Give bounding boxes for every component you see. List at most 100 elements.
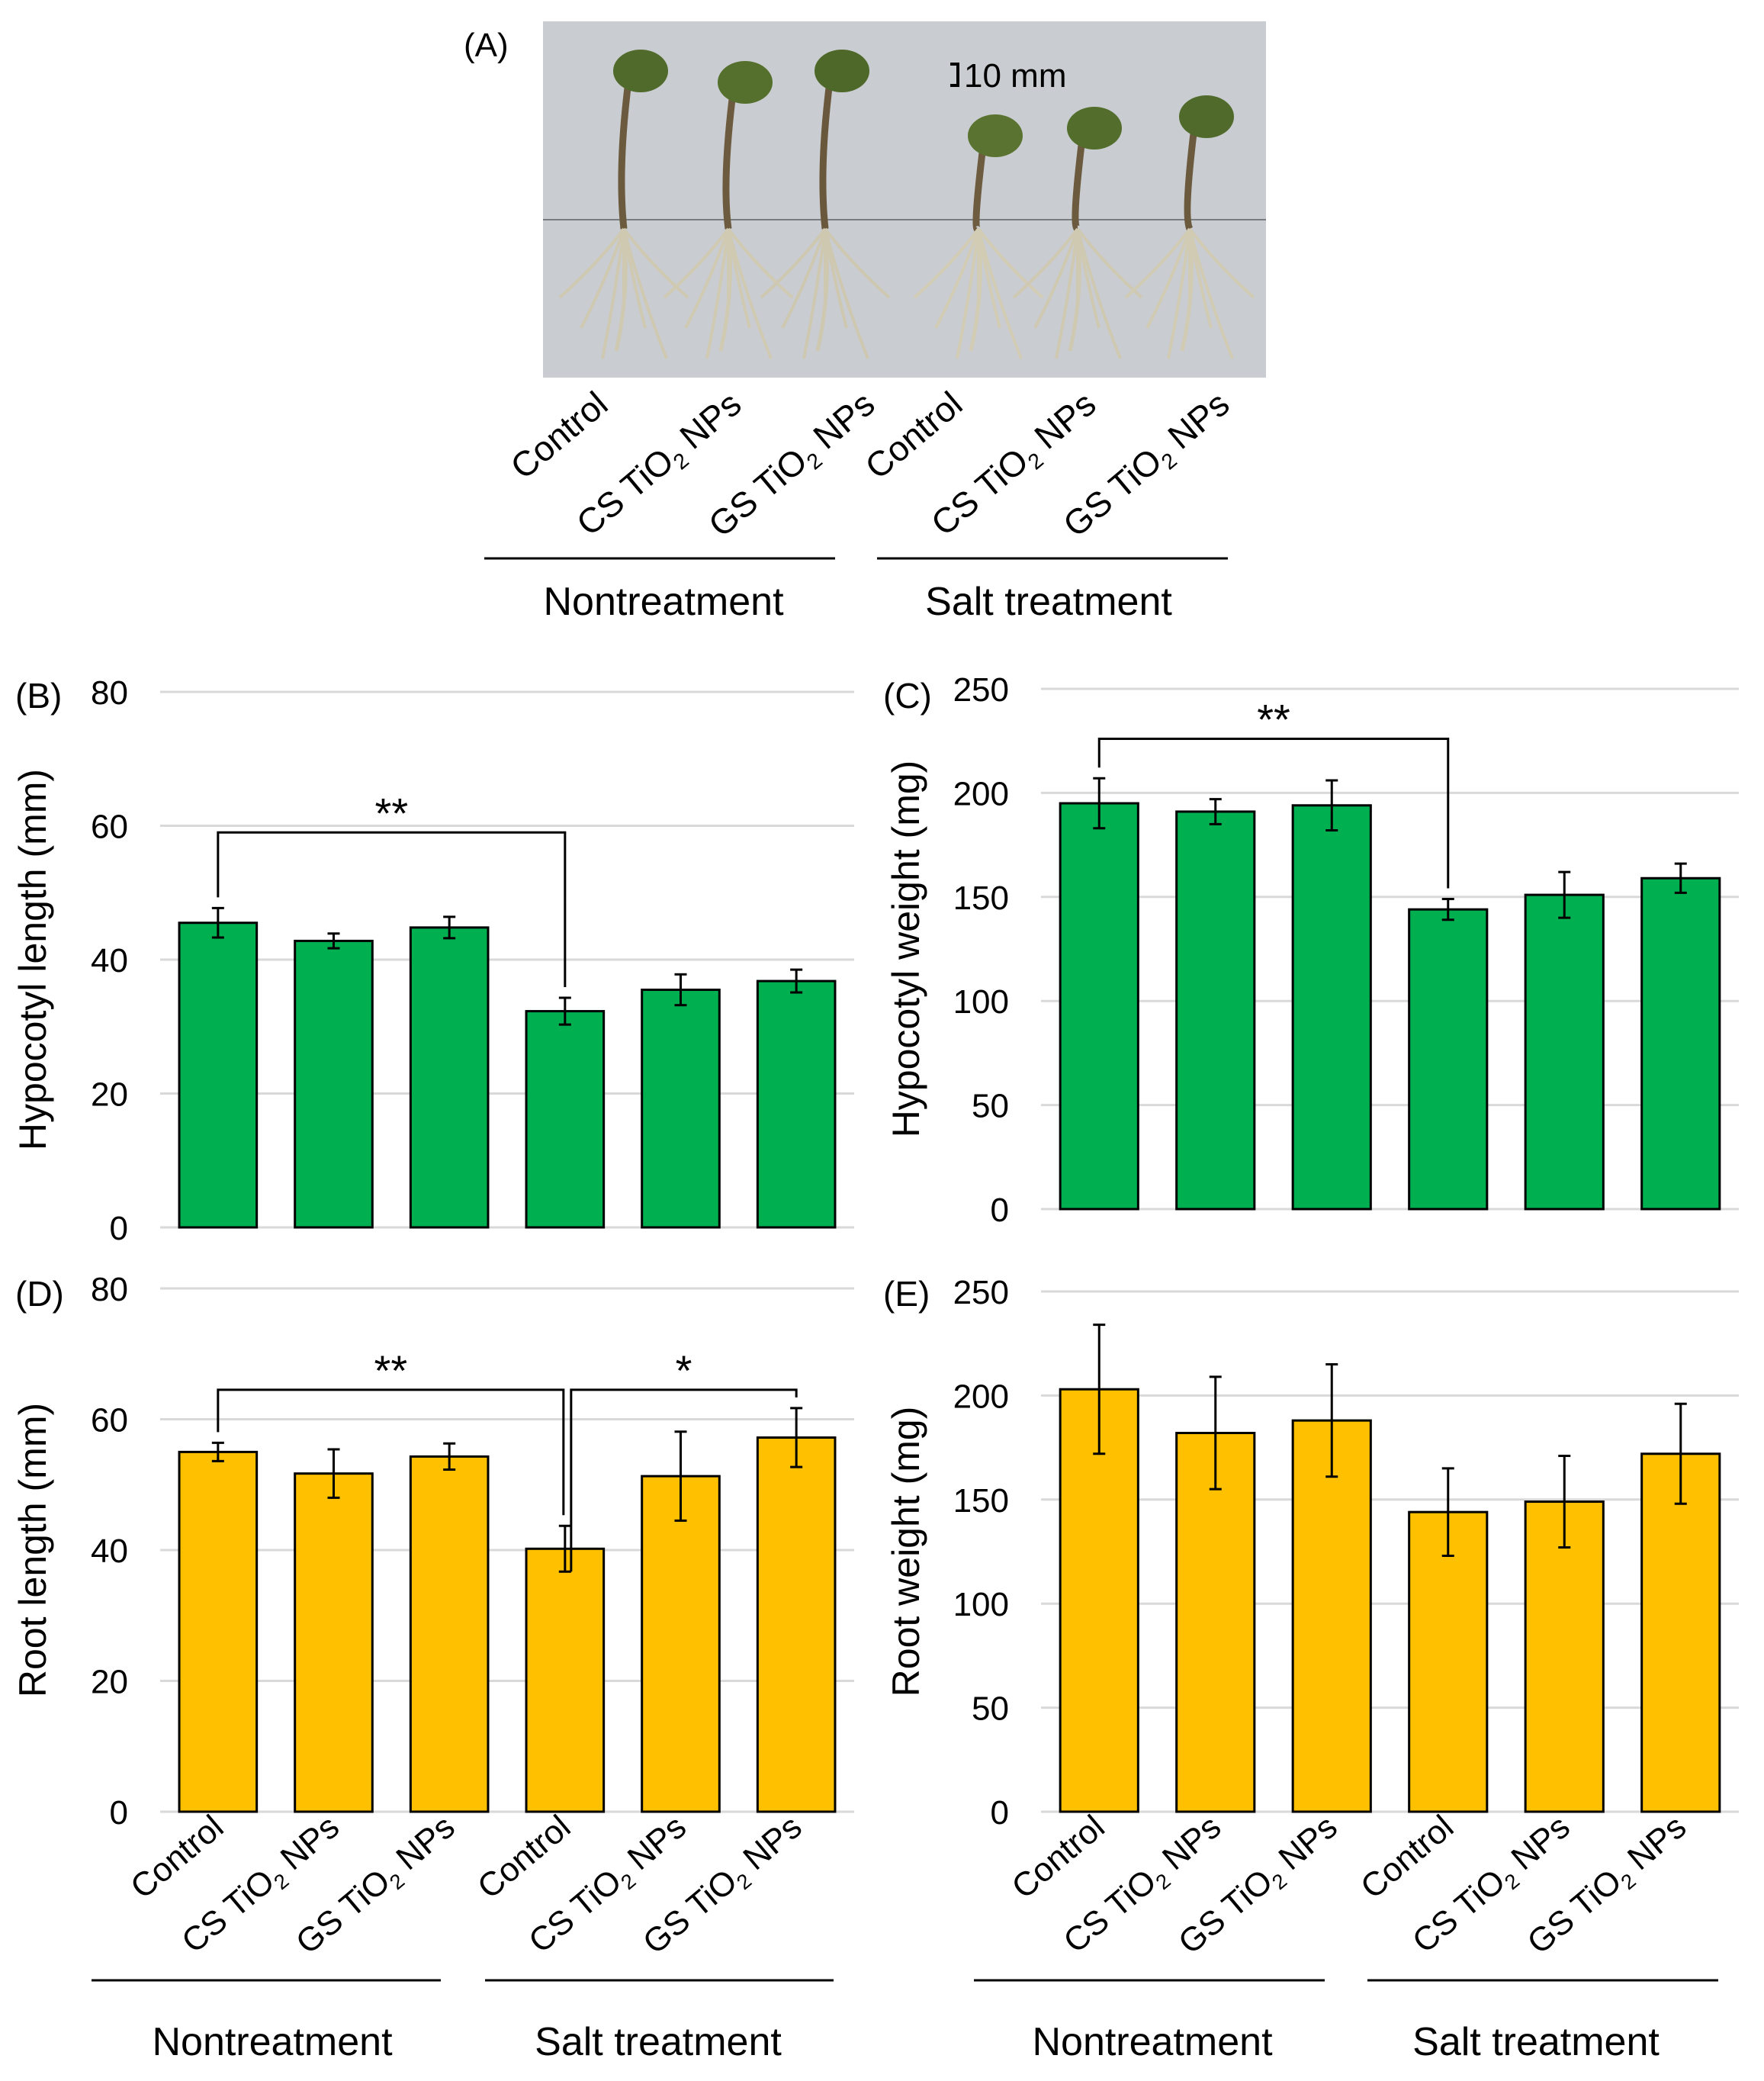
seedling — [558, 50, 689, 359]
seedling-root — [977, 228, 1023, 359]
seedling-root — [1076, 228, 1122, 359]
seedling-root — [727, 227, 794, 299]
y-tick-label: 40 — [91, 942, 128, 979]
seedling-cotyledon — [1179, 95, 1234, 138]
y-tick-label: 40 — [91, 1533, 128, 1570]
significance-label: ** — [1257, 695, 1290, 743]
bar — [641, 1475, 721, 1813]
bar — [525, 1547, 606, 1813]
seedling — [1012, 107, 1143, 359]
seedling-taproot — [815, 228, 829, 352]
seedling-stem — [1184, 133, 1197, 231]
significance-bracket — [217, 831, 567, 988]
seedling-taproot — [969, 228, 982, 352]
bar — [641, 988, 721, 1229]
seedling-root — [580, 228, 625, 329]
seedling-root — [977, 227, 1044, 299]
bar — [756, 1436, 837, 1813]
seedling-cotyledon — [815, 50, 869, 92]
y-tick-label: 100 — [953, 983, 1009, 1021]
seedling-stem — [618, 87, 631, 230]
seedling-stem — [1072, 144, 1085, 233]
seedling-root — [601, 228, 625, 359]
bar — [178, 1450, 259, 1813]
panel-label: (B) — [15, 676, 62, 716]
significance-bracket — [570, 1388, 798, 1572]
scale-bar-label: 10 mm — [964, 57, 1066, 95]
seedling-taproot — [614, 228, 628, 352]
y-tick-label: 150 — [953, 880, 1009, 917]
bar — [1408, 908, 1489, 1211]
panel-label: (D) — [15, 1274, 64, 1314]
seedling-root — [622, 228, 668, 359]
y-tick-label: 250 — [953, 671, 1009, 709]
group-label-nontreatment-e: Nontreatment — [1032, 2020, 1273, 2064]
seedling-cotyledon — [968, 114, 1023, 157]
significance-label: ** — [374, 1346, 408, 1394]
bar — [1291, 804, 1372, 1211]
bar — [178, 921, 259, 1229]
category-label: Control — [857, 384, 969, 487]
seedling-root — [684, 228, 730, 329]
y-tick-label: 20 — [91, 1664, 128, 1701]
y-tick-label: 200 — [953, 1378, 1009, 1415]
y-tick-label: 0 — [110, 1210, 128, 1247]
panel-a-label: (A) — [464, 27, 509, 64]
y-tick-label: 60 — [91, 1402, 128, 1439]
seedling-root — [781, 228, 827, 329]
bar — [1524, 893, 1605, 1211]
bar — [1408, 1510, 1489, 1813]
seedling — [1124, 95, 1255, 359]
seedling-root — [934, 228, 980, 329]
bar — [294, 939, 374, 1229]
bar — [1059, 802, 1139, 1211]
category-label: Control — [1354, 1808, 1460, 1906]
seedling-cotyledon — [1067, 107, 1122, 150]
seedling-root — [1167, 228, 1191, 359]
bar — [1175, 810, 1256, 1211]
seedling-root — [558, 227, 625, 299]
seedling-taproot — [1068, 228, 1081, 352]
bar — [1291, 1419, 1372, 1813]
seedling-root — [663, 227, 730, 299]
seedling-root — [1188, 227, 1255, 299]
group-label-salt-e: Salt treatment — [1412, 2020, 1660, 2064]
seedling-root — [956, 228, 980, 359]
significance-bracket — [1097, 737, 1450, 889]
seedling — [913, 114, 1044, 359]
seedling-cotyledon — [613, 50, 668, 92]
seedling-root — [1145, 228, 1191, 329]
group-label-nontreatment-d: Nontreatment — [152, 2020, 393, 2064]
seedling-stem — [819, 87, 833, 230]
seedling-root — [824, 227, 891, 299]
significance-label: * — [676, 1346, 692, 1394]
seedling — [663, 61, 794, 359]
seedling-root — [802, 228, 827, 359]
category-label: Control — [124, 1808, 230, 1906]
y-tick-label: 250 — [953, 1274, 1009, 1311]
seedling-root — [1124, 227, 1191, 299]
y-tick-label: 60 — [91, 809, 128, 846]
seedling-root — [727, 228, 773, 359]
panel-label: (E) — [883, 1274, 930, 1314]
bar — [409, 926, 490, 1229]
seedlings — [558, 50, 1255, 359]
seedling-root — [913, 227, 980, 299]
bar — [1524, 1500, 1605, 1813]
seedling-root — [824, 228, 869, 359]
group-label-nontreatment: Nontreatment — [543, 580, 784, 624]
panel-label: (C) — [883, 676, 932, 716]
bar — [1640, 876, 1721, 1211]
y-tick-label: 0 — [110, 1794, 128, 1832]
y-tick-label: 100 — [953, 1586, 1009, 1623]
seedling-root — [705, 228, 730, 359]
seedling-root — [1055, 228, 1079, 359]
group-label-salt-d: Salt treatment — [535, 2020, 782, 2064]
y-tick-label: 80 — [91, 674, 128, 712]
